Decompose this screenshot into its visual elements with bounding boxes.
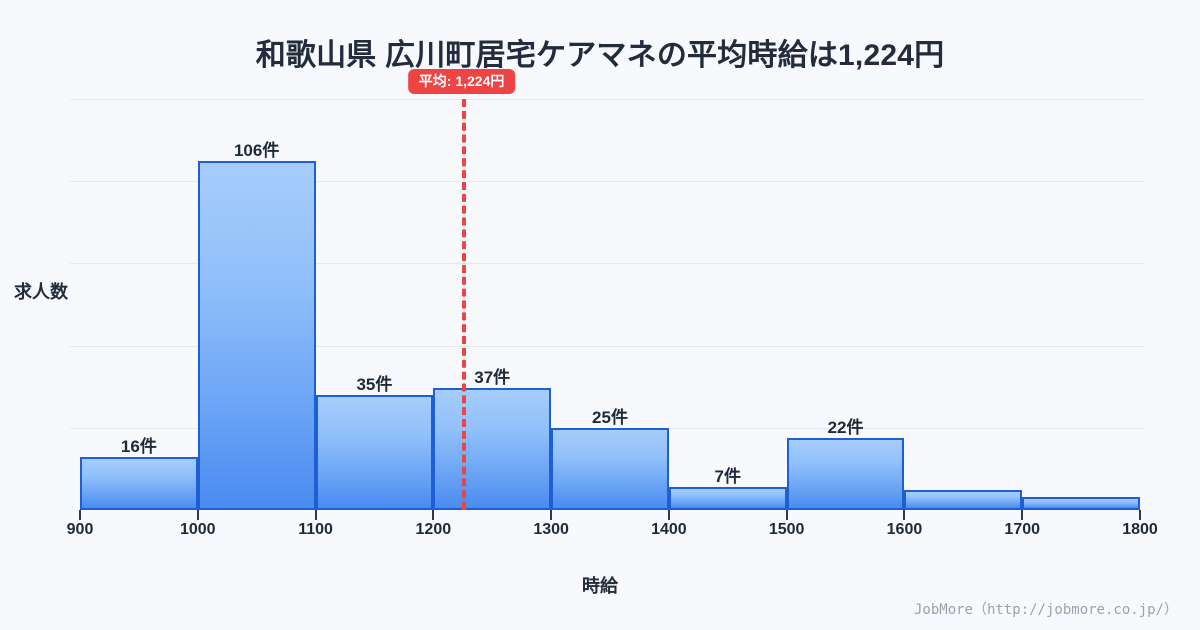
bar-value-label: 106件: [233, 141, 280, 161]
x-axis-tick-label: 1100: [298, 521, 333, 538]
x-axis-tick: [79, 510, 81, 520]
x-axis-tick: [550, 510, 553, 520]
bar-value-label: 35件: [356, 374, 393, 394]
page-title: 和歌山県 広川町居宅ケアマネの平均時給は1,224円: [255, 39, 945, 72]
x-axis-tick: [196, 510, 199, 520]
average-line: [461, 99, 466, 510]
bar-value-label: 25件: [592, 407, 628, 427]
gridline: [70, 181, 1145, 183]
plot-area: 16件 106件 35件 37件 25件 7件 22件 平均: 1,224円: [70, 69, 1145, 510]
x-axis-title: 時給: [582, 576, 618, 596]
bar-value-label: 7件: [714, 466, 741, 486]
bar-value-label: 22件: [827, 417, 864, 437]
x-axis-tick: [667, 510, 670, 520]
x-axis-tick-label: 1500: [768, 521, 805, 538]
histogram-bar: [1022, 496, 1140, 510]
histogram-bar: [668, 486, 787, 510]
x-axis-tick-label: 1300: [533, 521, 569, 538]
x-axis-tick: [1021, 510, 1024, 520]
gridline: [70, 263, 1145, 265]
x-axis-tick: [314, 510, 317, 520]
x-axis-tick: [1139, 510, 1141, 520]
histogram-bar: [786, 437, 905, 510]
histogram-bar: [315, 394, 434, 510]
histogram-bar: [433, 388, 552, 510]
x-axis-tick-label: 1000: [179, 521, 216, 538]
x-axis-tick: [785, 510, 788, 520]
gridline: [70, 99, 1145, 100]
histogram-bar: [80, 457, 198, 510]
x-axis-tick-label: 1600: [886, 521, 923, 538]
average-badge: 平均: 1,224円: [407, 69, 516, 95]
x-axis-tick: [903, 510, 906, 520]
x-axis-tick-label: 1800: [1122, 521, 1158, 538]
histogram-bar: [904, 490, 1023, 510]
histogram-bar: [197, 161, 316, 510]
histogram-bar: [551, 427, 669, 510]
watermark: JobMore（http://jobmore.co.jp/）: [913, 602, 1178, 618]
x-axis-tick: [432, 510, 435, 520]
gridline: [70, 345, 1145, 347]
x-axis-tick-label: 1200: [415, 521, 452, 538]
y-axis-title: 求人数: [14, 282, 68, 302]
bar-value-label: 37件: [474, 368, 511, 388]
x-axis-tick-label: 1700: [1004, 521, 1041, 538]
x-axis-tick-label: 900: [66, 521, 94, 538]
x-axis-tick-label: 1400: [651, 521, 687, 538]
bar-value-label: 16件: [120, 437, 157, 457]
